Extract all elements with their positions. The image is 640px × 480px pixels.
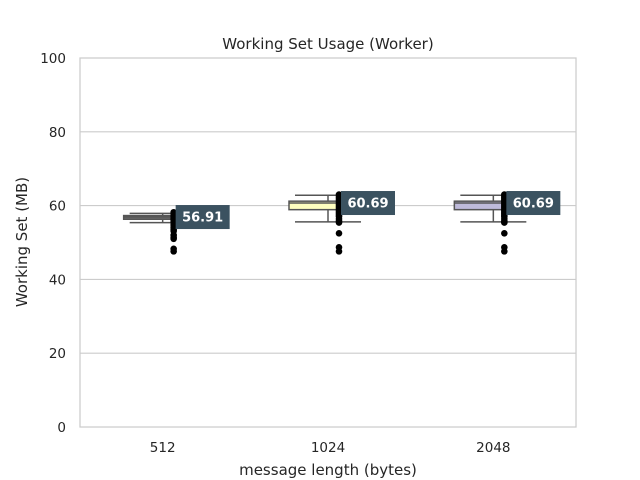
x-tick-labels: 512 1024 2048	[150, 440, 511, 456]
median-label-box-512	[175, 205, 230, 230]
y-tick-label-80: 80	[49, 125, 66, 141]
outlier-point-2048-18	[501, 219, 508, 226]
y-tick-label-40: 40	[49, 272, 66, 288]
median-label-2048: 60.69	[513, 197, 554, 212]
y-tick-label-100: 100	[40, 51, 66, 67]
outlier-point-1024-19	[335, 229, 343, 237]
y-tick-label-0: 0	[57, 420, 66, 436]
plot-frame	[79, 57, 577, 428]
outlier-point-2048-21	[501, 248, 508, 255]
x-tick-label-2048: 2048	[476, 440, 510, 456]
median-label-box-2048	[506, 191, 561, 216]
x-tick-label-1024: 1024	[311, 440, 345, 456]
grid-lines	[80, 57, 576, 428]
x-tick-label-512: 512	[150, 440, 176, 456]
y-tick-label-20: 20	[49, 346, 66, 362]
box-group-512: 56.91	[122, 205, 230, 255]
outlier-point-2048-19	[501, 229, 508, 237]
chart-title: Working Set Usage (Worker)	[222, 35, 433, 53]
y-tick-labels: 0 20 40 60 80 100	[40, 51, 66, 436]
outlier-point-1024-21	[335, 248, 343, 255]
median-label-1024: 60.69	[347, 197, 388, 212]
box-group-2048: 60.69	[453, 191, 561, 255]
y-axis-label: Working Set (MB)	[13, 177, 31, 307]
median-label-box-1024	[341, 191, 395, 216]
outlier-point-512-17	[170, 248, 177, 255]
boxes: 56.91 60.69 60.69	[122, 191, 561, 255]
outlier-point-512-15	[170, 235, 177, 243]
box-group-1024: 60.69	[288, 191, 395, 255]
x-axis-label: message length (bytes)	[239, 461, 417, 479]
y-tick-label-60: 60	[49, 199, 66, 215]
outlier-point-1024-18	[335, 219, 343, 226]
median-label-512: 56.91	[182, 211, 223, 226]
